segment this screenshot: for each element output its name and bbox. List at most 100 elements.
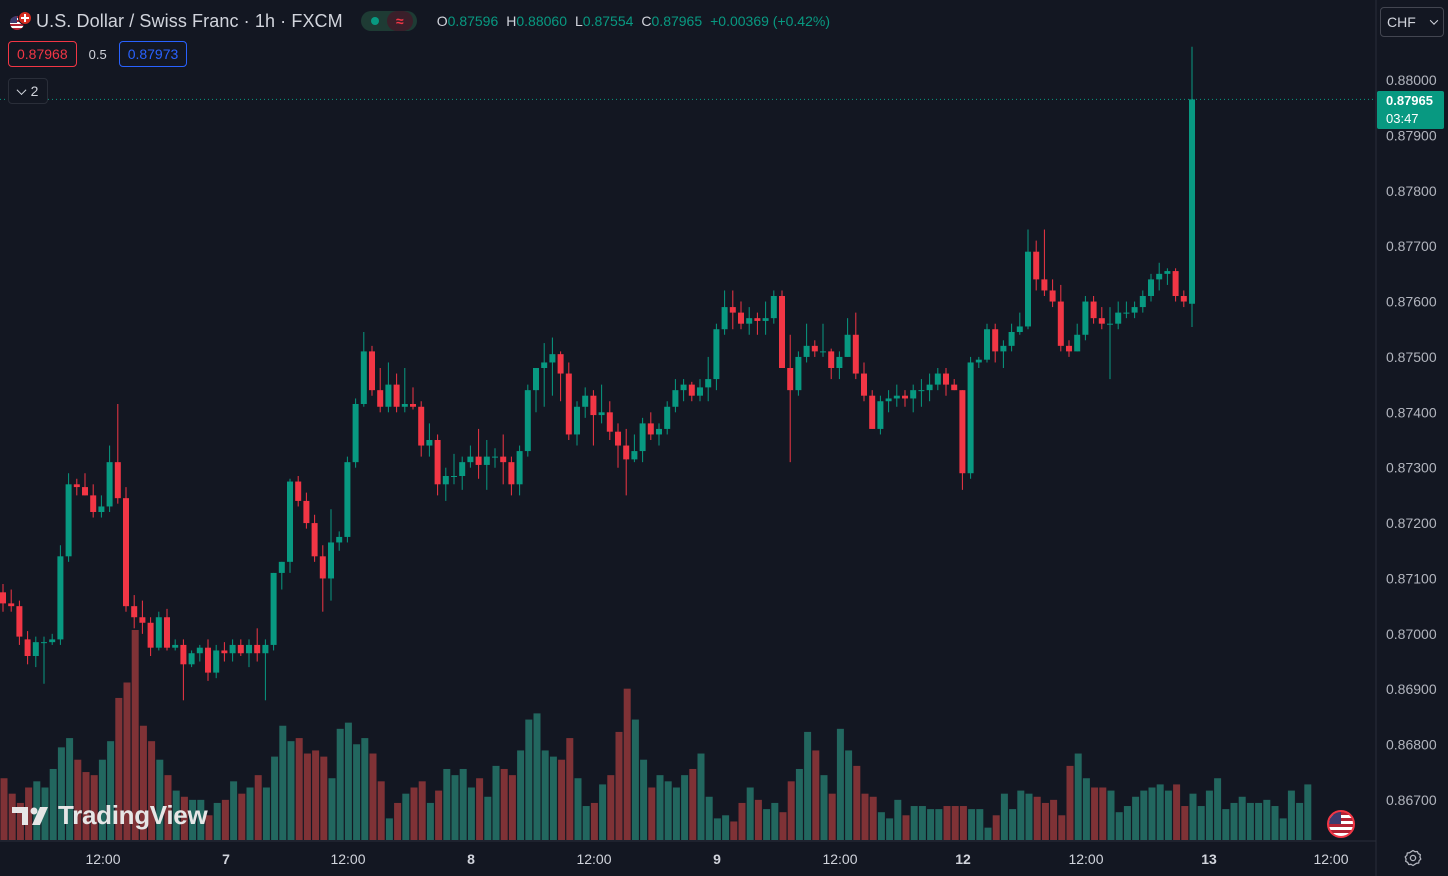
sell-button[interactable]: 0.87968 [8, 41, 77, 67]
candle-body [688, 384, 695, 396]
volume-bar [771, 802, 779, 840]
candle-body [549, 354, 556, 363]
time-axis[interactable]: 12:00 7 12:00 8 12:00 9 12:00 12 12:00 13 12:00 [85, 851, 1348, 867]
volume-bar [525, 719, 533, 840]
ohlc-change: +0.00369 (+0.42%) [710, 13, 830, 29]
volume-bar [705, 796, 713, 840]
candle-body [1049, 290, 1056, 302]
volume-bar [508, 775, 516, 840]
volume-bar [66, 738, 74, 840]
currency-select[interactable]: CHF [1380, 7, 1444, 37]
volume-bar [189, 799, 197, 840]
volume-bar [984, 827, 992, 840]
volume-bar [976, 809, 984, 840]
volume-bar [402, 793, 410, 840]
candle-body [328, 542, 334, 579]
candle [1172, 268, 1179, 302]
volume-bar [353, 744, 361, 840]
candle [1123, 301, 1130, 319]
candle [459, 456, 466, 490]
candle [106, 445, 113, 512]
volume-bar [623, 688, 631, 840]
volume-bar [1230, 802, 1238, 840]
candle [90, 484, 97, 518]
candle-body [254, 644, 261, 654]
candle-body [533, 368, 539, 391]
candle-body [811, 345, 818, 352]
price-tick-label: 0.87500 [1386, 349, 1437, 365]
volume-bar [845, 750, 853, 840]
candle [1164, 268, 1171, 285]
volume-bar [164, 775, 172, 840]
candle [721, 290, 728, 335]
volume-bar [828, 793, 836, 840]
quote-row: 0.87968 0.5 0.87973 [8, 41, 188, 67]
candle-body [992, 329, 999, 352]
volume-bar [558, 759, 566, 840]
ohlc-low-value: 0.87554 [582, 13, 634, 29]
ohlc-close-value: 0.87965 [651, 13, 703, 29]
indicators-toggle-button[interactable]: 2 [8, 78, 48, 104]
volume-bar [148, 741, 156, 840]
candle-body [369, 351, 375, 391]
us-flag-event-icon[interactable] [1327, 810, 1355, 838]
candle [647, 412, 654, 440]
usd-chf-flags-icon[interactable] [8, 10, 32, 32]
volume-bar [361, 738, 369, 840]
price-axis[interactable]: 0.88000 0.87900 0.87800 0.87700 0.87600 0.875… [1386, 72, 1437, 808]
candle-body [803, 345, 810, 357]
candle-body [754, 318, 761, 321]
candle-body [459, 462, 466, 476]
symbol-title[interactable]: U.S. Dollar / Swiss Franc · 1h · FXCM [36, 10, 343, 31]
candle-body [344, 462, 351, 537]
candle-body [606, 412, 613, 432]
volume-bar [1025, 793, 1033, 840]
market-status-pill[interactable]: ≈ [360, 11, 417, 31]
candle-body [295, 481, 302, 501]
candle-body [1016, 326, 1023, 332]
candle [1066, 340, 1072, 357]
volume-bar [861, 793, 869, 840]
candle [492, 448, 498, 468]
candle [557, 351, 564, 402]
tradingview-watermark[interactable]: TradingView [12, 800, 208, 831]
candle [951, 379, 958, 391]
candle-body [828, 351, 835, 368]
candles [0, 46, 1195, 701]
candle-body [188, 653, 195, 665]
candle [508, 456, 515, 496]
candle-body [557, 354, 564, 374]
volume-bar [738, 802, 746, 840]
candle-body [1000, 345, 1007, 352]
settings-button[interactable] [1402, 847, 1424, 869]
volume-bar [943, 806, 951, 840]
candle-body [885, 398, 892, 402]
volume-bar [1255, 802, 1263, 840]
candle [262, 639, 269, 701]
candle-body [180, 644, 187, 665]
volume-bar [566, 738, 574, 840]
candle [533, 368, 539, 413]
volume-bar [156, 759, 164, 840]
candle-body [131, 606, 138, 618]
candle-body [442, 476, 449, 485]
candle-body [967, 362, 974, 474]
buy-button[interactable]: 0.87973 [118, 41, 188, 67]
candle-body [475, 456, 482, 465]
candle-body [820, 351, 826, 353]
candle [426, 423, 433, 457]
candle-body [1156, 273, 1163, 280]
candle-body [106, 462, 113, 507]
volume-bar [902, 815, 910, 840]
volume-bar [0, 778, 8, 840]
price-tick-label: 0.87900 [1386, 127, 1437, 143]
price-tick-label: 0.86800 [1386, 737, 1437, 753]
volume-bar [1296, 802, 1304, 840]
candle [303, 492, 310, 529]
volume-bar [836, 728, 844, 840]
candle-body [1172, 271, 1179, 296]
candle [738, 301, 744, 330]
candle [229, 639, 236, 662]
volume-bar [877, 812, 885, 840]
